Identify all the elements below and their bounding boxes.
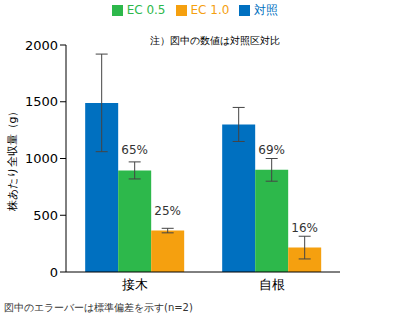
svg-text:69%: 69% (258, 143, 285, 157)
svg-text:16%: 16% (291, 221, 318, 235)
html-text:注）図中の数値は対照区対比: 注）図中の数値は対照区対比 (150, 35, 280, 46)
svg-text:自根: 自根 (259, 277, 285, 292)
svg-text:25%: 25% (154, 204, 181, 218)
svg-text:1500: 1500 (25, 94, 58, 109)
html-text:図中のエラーバーは標準偏差を示す(n=2): 図中のエラーバーは標準偏差を示す(n=2) (4, 302, 193, 313)
html-text:EC 0.5: EC 0.5 (126, 3, 166, 17)
svg-text:株あたり全収量（g）: 株あたり全収量（g） (8, 106, 19, 213)
svg-text:2000: 2000 (25, 38, 58, 53)
html-text:対照: 対照 (254, 3, 279, 17)
svg-text:1000: 1000 (25, 151, 58, 166)
html-text:EC 1.0: EC 1.0 (190, 3, 230, 17)
svg-text:接木: 接木 (122, 277, 148, 292)
svg-text:65%: 65% (121, 143, 148, 157)
svg-text:0: 0 (50, 265, 58, 280)
svg-text:500: 500 (33, 208, 58, 223)
